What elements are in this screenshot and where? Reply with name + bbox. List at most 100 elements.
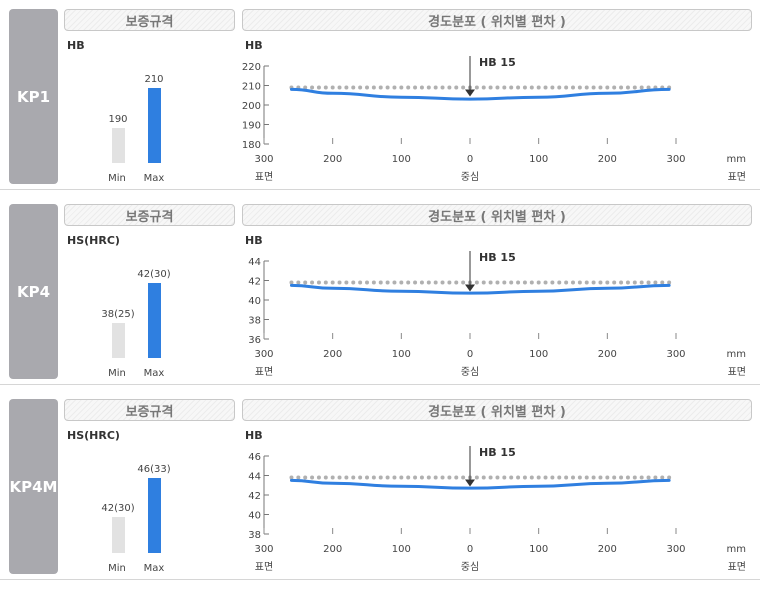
reference-dot bbox=[495, 475, 500, 480]
reference-dot bbox=[385, 85, 390, 90]
spec-min-bar bbox=[112, 128, 125, 163]
reference-dot bbox=[385, 280, 390, 285]
chart-ylabel: HB bbox=[245, 429, 263, 442]
chart-ylabel: HB bbox=[245, 234, 263, 247]
reference-dot bbox=[365, 85, 369, 90]
reference-dot bbox=[413, 475, 418, 480]
x-tick-label: 100 bbox=[529, 544, 548, 555]
reference-dot bbox=[536, 280, 541, 285]
hardness-chart: 36 38 40 42 44 300 200 100 0 100 200 300 mm 표면 중심 표면 HB … bbox=[248, 251, 746, 378]
reference-dot bbox=[399, 85, 404, 90]
reference-dot bbox=[646, 280, 651, 285]
x-unit-label: mm bbox=[727, 544, 746, 555]
min-label: Min bbox=[108, 173, 126, 184]
reference-dot bbox=[392, 475, 397, 480]
reference-dot bbox=[564, 475, 569, 480]
x-tick-label: 200 bbox=[598, 349, 617, 360]
reference-dot bbox=[571, 280, 575, 285]
chart-ylabel: HB bbox=[245, 39, 263, 52]
reference-dot bbox=[323, 475, 328, 480]
reference-dot bbox=[406, 475, 411, 480]
max-label: Max bbox=[143, 368, 165, 379]
distribution-header: 경도분포 ( 위치별 편차 ) bbox=[242, 399, 752, 421]
reference-dot bbox=[605, 475, 610, 480]
reference-dot bbox=[502, 85, 507, 90]
hardness-curve bbox=[289, 283, 671, 295]
reference-dot bbox=[598, 85, 603, 90]
center-marker-arrow bbox=[465, 284, 475, 292]
reference-dot bbox=[605, 85, 610, 90]
reference-dot bbox=[667, 475, 672, 480]
reference-dot bbox=[337, 85, 342, 90]
reference-dot bbox=[619, 280, 624, 285]
reference-dot bbox=[344, 475, 349, 480]
reference-dot bbox=[632, 280, 637, 285]
reference-dot bbox=[612, 85, 617, 90]
reference-dot bbox=[653, 280, 658, 285]
surface-label-left: 표면 bbox=[255, 366, 273, 378]
y-tick-label: 200 bbox=[242, 101, 261, 112]
reference-dot bbox=[316, 475, 321, 480]
x-tick-label: 300 bbox=[666, 154, 685, 165]
x-tick-label: 200 bbox=[323, 544, 342, 555]
y-tick-label: 42 bbox=[248, 277, 261, 288]
reference-dot bbox=[392, 280, 397, 285]
reference-dot bbox=[310, 85, 315, 90]
center-label: 중심 bbox=[461, 561, 479, 573]
x-tick-label: 100 bbox=[392, 544, 411, 555]
reference-dot bbox=[323, 280, 328, 285]
reference-dot bbox=[351, 85, 356, 90]
reference-dot bbox=[289, 280, 294, 285]
reference-dot bbox=[557, 85, 562, 90]
reference-dot bbox=[365, 280, 369, 285]
reference-dot bbox=[371, 475, 376, 480]
grade-label: KP4M bbox=[9, 399, 58, 574]
reference-dot bbox=[358, 280, 363, 285]
reference-dot bbox=[481, 85, 486, 90]
reference-dot bbox=[461, 85, 466, 90]
spec-header: 보증규격 bbox=[64, 9, 235, 31]
reference-dot bbox=[619, 85, 624, 90]
reference-dot bbox=[399, 280, 404, 285]
divider bbox=[0, 579, 760, 580]
reference-dot bbox=[385, 475, 390, 480]
reference-dot bbox=[440, 475, 445, 480]
reference-dot bbox=[316, 85, 321, 90]
reference-dot bbox=[632, 85, 637, 90]
center-marker-arrow bbox=[465, 89, 475, 97]
divider bbox=[0, 189, 760, 190]
max-label: Max bbox=[143, 563, 165, 574]
x-tick-label: 100 bbox=[392, 154, 411, 165]
reference-dot bbox=[564, 280, 569, 285]
x-tick-label: 300 bbox=[254, 544, 273, 555]
reference-dot bbox=[646, 85, 651, 90]
hardness-curve bbox=[289, 478, 671, 490]
spec-max-bar bbox=[148, 88, 161, 163]
reference-dot bbox=[543, 280, 548, 285]
reference-dot bbox=[639, 475, 644, 480]
reference-dot bbox=[358, 85, 363, 90]
reference-dot bbox=[625, 85, 630, 90]
reference-dot bbox=[447, 85, 452, 90]
reference-dot bbox=[502, 475, 507, 480]
reference-dot bbox=[296, 475, 301, 480]
reference-dot bbox=[536, 85, 541, 90]
y-tick-label: 42 bbox=[248, 491, 261, 502]
reference-dot bbox=[529, 85, 534, 90]
reference-dot bbox=[303, 85, 308, 90]
reference-dot bbox=[454, 85, 459, 90]
reference-dot bbox=[481, 280, 486, 285]
reference-dot bbox=[406, 280, 411, 285]
x-tick-label: 200 bbox=[598, 544, 617, 555]
reference-dot bbox=[598, 475, 603, 480]
reference-dot bbox=[667, 280, 672, 285]
reference-dot bbox=[378, 280, 383, 285]
reference-dot bbox=[378, 475, 383, 480]
x-tick-label: 0 bbox=[467, 154, 473, 165]
reference-dot bbox=[584, 475, 589, 480]
reference-dot bbox=[529, 280, 534, 285]
reference-dot bbox=[591, 85, 596, 90]
spec-min-bar bbox=[112, 517, 125, 553]
reference-dot bbox=[310, 280, 315, 285]
x-tick-label: 200 bbox=[323, 154, 342, 165]
